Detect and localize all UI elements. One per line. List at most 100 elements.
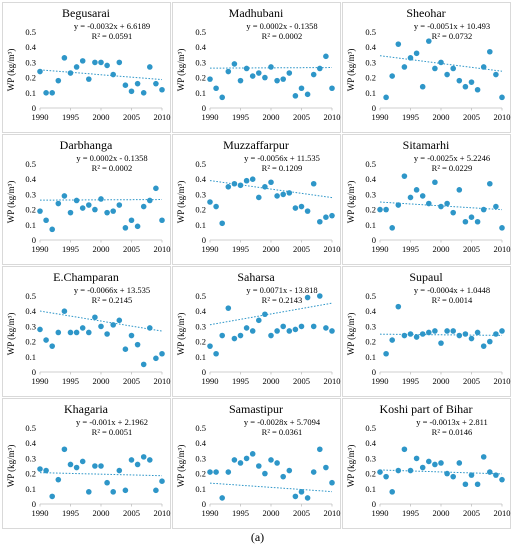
data-point — [256, 463, 262, 469]
data-point — [61, 193, 68, 199]
data-point — [426, 458, 432, 465]
data-point — [116, 317, 123, 324]
r-squared-label: R² = 0.0051 — [92, 427, 133, 437]
trendline-equation: y = -0.0051x + 10.493 — [414, 21, 490, 31]
r-squared-label: R² = 0.1209 — [262, 163, 303, 173]
data-point — [474, 481, 481, 488]
data-point — [395, 303, 402, 310]
data-point — [43, 90, 49, 96]
data-point — [432, 461, 438, 468]
data-point — [268, 457, 274, 463]
data-point — [493, 472, 499, 478]
x-tick-label: 2000 — [263, 112, 280, 122]
data-point — [462, 218, 469, 225]
data-point — [43, 467, 49, 474]
data-point — [432, 328, 438, 334]
data-point — [207, 199, 213, 205]
data-point — [256, 194, 262, 201]
data-point — [110, 71, 116, 78]
y-axis-label: WP (kg/m³) — [176, 181, 186, 224]
y-tick-label: 0 — [372, 103, 376, 113]
data-point — [225, 68, 232, 75]
data-point — [444, 328, 450, 334]
x-tick-label: 1995 — [232, 244, 249, 254]
y-axis-label: WP (kg/m³) — [6, 49, 16, 92]
x-tick-label: 2010 — [494, 508, 511, 518]
data-point — [304, 495, 311, 501]
data-point — [444, 470, 450, 477]
y-tick-label: 0.1 — [195, 220, 206, 230]
y-tick-label: 0.1 — [195, 352, 206, 362]
data-point — [413, 455, 420, 462]
x-tick-label: 2000 — [93, 244, 110, 254]
data-point — [49, 493, 55, 500]
data-point — [438, 203, 444, 210]
y-tick-label: 0 — [202, 103, 206, 113]
r-squared-label: R² = 0.0146 — [432, 427, 473, 437]
data-point — [73, 64, 80, 70]
x-tick-label: 2000 — [433, 112, 450, 122]
panel-title: Sitamarhi — [403, 138, 450, 152]
data-point — [140, 454, 147, 460]
data-point — [268, 64, 274, 70]
data-point — [140, 90, 147, 96]
y-tick-label: 0 — [32, 367, 36, 377]
y-tick-label: 0.2 — [195, 73, 206, 83]
data-point — [456, 77, 463, 84]
y-axis-label: WP (kg/m³) — [346, 445, 356, 488]
r-squared-label: R² = 0.0002 — [92, 163, 133, 173]
y-tick-label: 0.5 — [195, 423, 206, 433]
data-point — [116, 202, 123, 208]
y-axis-label: WP (kg/m³) — [6, 181, 16, 224]
trendline-equation: y = -0.0056x + 11.535 — [244, 153, 320, 163]
panel-frame — [172, 2, 341, 133]
data-point — [55, 476, 62, 483]
y-tick-label: 0.3 — [195, 57, 206, 67]
data-point — [128, 457, 135, 463]
data-point — [377, 469, 383, 475]
x-tick-label: 1995 — [402, 244, 419, 254]
trend-line — [39, 310, 163, 332]
y-tick-label: 0.3 — [195, 189, 206, 199]
y-tick-label: 0.3 — [365, 453, 376, 463]
r-squared-label: R² = 0.0361 — [262, 427, 303, 437]
y-tick-label: 0.4 — [25, 174, 36, 184]
data-point — [140, 203, 147, 210]
y-tick-label: 0.5 — [365, 159, 376, 169]
data-point — [401, 332, 408, 339]
data-point — [122, 346, 129, 352]
data-point — [92, 59, 98, 66]
data-point — [468, 335, 475, 342]
x-tick-label: 2010 — [324, 112, 341, 122]
data-point — [401, 64, 408, 70]
data-point — [317, 293, 323, 299]
data-point — [499, 94, 505, 101]
x-tick-label: 2000 — [93, 112, 110, 122]
data-point — [225, 469, 232, 475]
x-tick-label: 1995 — [402, 112, 419, 122]
data-point — [286, 328, 293, 334]
data-point — [237, 332, 244, 339]
y-tick-label: 0.5 — [365, 27, 376, 37]
x-tick-label: 1990 — [32, 244, 49, 254]
trendline-equation: y = 0.0002x - 0.1358 — [76, 153, 147, 163]
data-point — [159, 86, 165, 93]
data-point — [280, 76, 286, 82]
data-point — [310, 71, 317, 78]
y-tick-label: 0.4 — [195, 306, 206, 316]
data-point — [92, 314, 98, 321]
y-tick-label: 0.2 — [25, 73, 36, 83]
y-axis-label: WP (kg/m³) — [176, 313, 186, 356]
x-tick-label: 1990 — [202, 376, 219, 386]
data-point — [419, 331, 426, 337]
data-point — [213, 350, 219, 357]
y-axis-label: WP (kg/m³) — [346, 181, 356, 224]
data-point — [389, 337, 395, 343]
data-point — [122, 225, 129, 231]
y-tick-label: 0 — [32, 235, 36, 245]
data-point — [450, 328, 456, 334]
